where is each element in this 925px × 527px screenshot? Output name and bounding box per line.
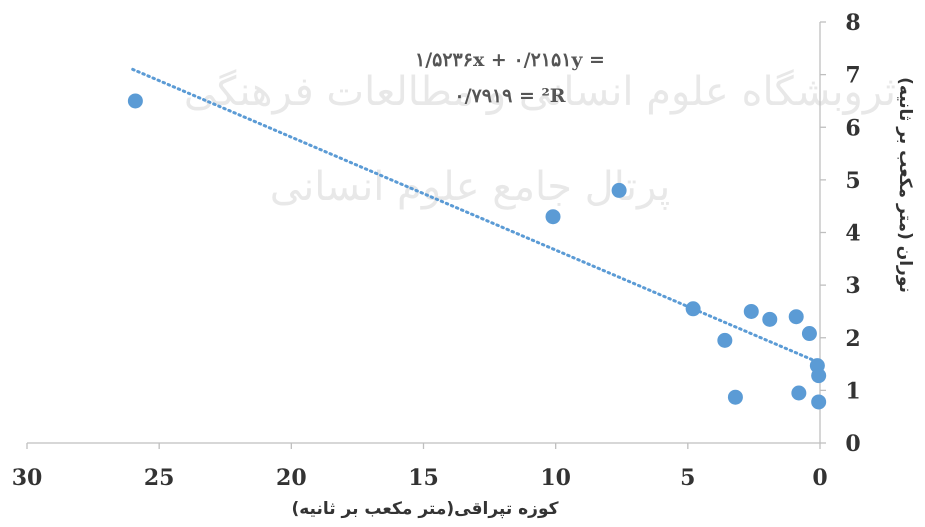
y-axis-title: نوران (متر مکعب بر ثانیه) [895,77,915,293]
data-point [762,311,778,327]
x-tick-label: 25 [144,465,175,491]
y-tick-label: 6 [845,115,860,141]
data-point [685,301,701,317]
data-point [791,385,807,401]
data-point [811,368,827,384]
y-tick-label: 8 [845,10,860,36]
data-point [801,326,817,342]
x-tick-label: 10 [540,465,571,491]
data-point [811,394,827,410]
data-point [545,209,561,225]
data-points [127,93,827,410]
x-axis-title: کوزه تپراقی(متر مکعب بر ثانیه) [291,499,558,519]
x-tick-label: 30 [12,465,43,491]
y-tick-label: 7 [845,63,860,89]
watermark: ثروبشگاه علوم انسانی و مطالعات فرهنگی پر… [184,69,896,210]
data-point [788,309,804,325]
x-tick-label: 0 [812,465,827,491]
x-tick-label: 15 [408,465,439,491]
y-tick-label: 3 [845,273,860,299]
x-tick-labels: 0 5 10 15 20 25 30 [12,465,828,491]
y-tick-label: 5 [845,168,860,194]
y-tick-label: 1 [845,378,860,404]
data-point [743,303,759,319]
data-point [611,182,627,198]
watermark-line-1: ثروبشگاه علوم انسانی و مطالعات فرهنگی [184,69,896,115]
equation-line-1: ۱/۵۲۳۶x + ۰/۲۱۵۱y = [415,49,605,71]
x-tick-label: 5 [680,465,695,491]
data-point [727,389,743,405]
y-tick-labels: 0 1 2 3 4 5 6 7 8 [845,10,860,457]
trendline-group [131,67,822,365]
data-point [127,93,143,109]
trendline [131,67,822,365]
y-tick-label: 2 [845,326,860,352]
y-tick-label: 0 [845,431,860,457]
r-squared-label: ۰/۷۹۱۹ = ²R [454,85,565,107]
x-tick-label: 20 [276,465,307,491]
y-tick-label: 4 [845,221,860,247]
watermark-line-2: پرتال جامع علوم انسانی [270,164,671,210]
data-point [717,332,733,348]
